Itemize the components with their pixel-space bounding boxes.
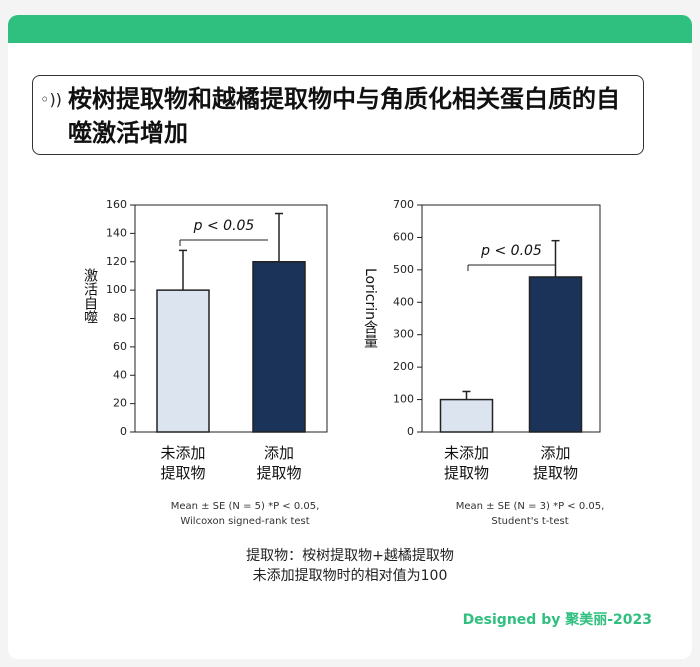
y-tick-label: 700 <box>393 198 414 211</box>
significance-label: p < 0.05 <box>481 243 542 259</box>
note: 未添加提取物时的相对值为100 <box>252 568 448 584</box>
credit: Designed by 聚美丽-2023 <box>462 612 652 628</box>
x-tick-label: 未添加 提取物 <box>160 444 206 482</box>
bar <box>156 289 210 433</box>
y-tick-label: 100 <box>393 393 414 406</box>
bar <box>439 398 494 433</box>
footnote: Mean ± SE (N = 3) *P < 0.05, Student's t… <box>455 501 605 527</box>
significance-label: p < 0.05 <box>193 218 255 234</box>
y-tick-label: 20 <box>113 397 127 410</box>
y-tick-label: 400 <box>393 295 414 308</box>
x-tick-label: 添加 提取物 <box>532 444 578 482</box>
y-tick-label: 100 <box>106 283 127 296</box>
x-tick-label: 添加 提取物 <box>256 444 302 482</box>
y-axis-label: 激活自噬 <box>82 268 98 324</box>
y-tick-label: 120 <box>106 255 127 268</box>
title: 桉树提取物和越橘提取物中与角质化相关蛋白质的自噬激活增加 <box>68 85 620 147</box>
y-tick-label: 0 <box>407 425 414 438</box>
y-tick-label: 60 <box>113 340 127 353</box>
x-tick-label: 未添加 提取物 <box>443 444 489 482</box>
title-box <box>32 75 644 155</box>
y-tick-label: 0 <box>120 425 127 438</box>
y-axis-label: Loricrin含量 <box>362 268 378 348</box>
y-tick-label: 300 <box>393 328 414 341</box>
y-tick-label: 160 <box>106 198 127 211</box>
y-tick-label: 140 <box>106 226 127 239</box>
footnote: Mean ± SE (N = 5) *P < 0.05, Wilcoxon si… <box>170 501 320 527</box>
y-tick-label: 80 <box>113 312 127 325</box>
y-tick-label: 200 <box>393 360 414 373</box>
sound-icon: ◦)) <box>40 90 62 109</box>
bar <box>528 276 583 433</box>
bar <box>252 261 306 433</box>
y-tick-label: 40 <box>113 368 127 381</box>
y-tick-label: 500 <box>393 263 414 276</box>
top-bar <box>8 15 692 43</box>
notes: 提取物：桉树提取物+越橘提取物 未添加提取物时的相对值为100 <box>150 546 550 586</box>
y-tick-label: 600 <box>393 230 414 243</box>
note: 提取物：桉树提取物+越橘提取物 <box>246 548 454 564</box>
plot-frame <box>421 204 601 433</box>
